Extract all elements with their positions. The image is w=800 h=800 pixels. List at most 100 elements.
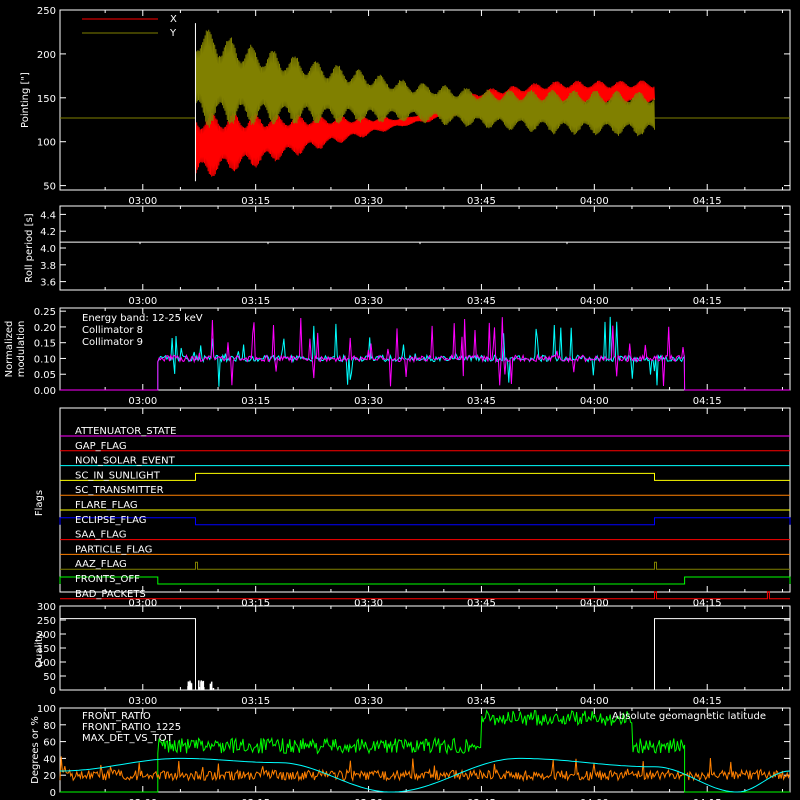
flag-label-sc-in-sunlight: SC_IN_SUNLIGHT (75, 470, 161, 481)
ratio-legend-front-ratio-1225: FRONT_RATIO_1225 (82, 722, 181, 733)
roll-xtick-label: 03:45 (467, 296, 496, 307)
quality-xtick-label: 04:00 (580, 696, 609, 707)
legend-x-label: X (170, 14, 177, 25)
modulation-xtick-label: 04:00 (580, 396, 609, 407)
legend-y-label: Y (169, 28, 177, 39)
ratio-series-max-det-vs-tot (59, 756, 791, 783)
pointing-xtick-label: 04:15 (693, 196, 722, 207)
ratio-ytick-label: 80 (43, 721, 56, 732)
quality-ytick-label: 100 (37, 658, 56, 669)
quality-panel: 03:00 03:15 03:30 03:45 04:00 04:15 0 50 100 150 2… (34, 602, 791, 707)
flag-label-sc-transmitter: SC_TRANSMITTER (75, 485, 164, 496)
roll-ytick-label: 3.6 (40, 278, 56, 289)
roll-period-panel: 03:00 03:15 03:30 03:45 04:00 04:15 3.6 3.8 4.0 4… (24, 205, 791, 307)
modulation-series-magenta (60, 317, 790, 391)
flag-label-non-solar-event: NON_SOLAR_EVENT (75, 456, 176, 467)
pointing-series-y (195, 29, 655, 137)
quality-ytick-label: 0 (50, 686, 56, 697)
roll-xtick-label: 04:15 (693, 296, 722, 307)
flag-label-attenuator-state: ATTENUATOR_STATE (75, 426, 176, 437)
roll-ytick-label: 4.0 (40, 244, 56, 255)
ratio-series-front-ratio-1225 (60, 709, 790, 793)
ratio-legend-front-ratio: FRONT_RATIO (82, 711, 151, 722)
modulation-ytick-label: 0.25 (34, 307, 56, 318)
ratio-legend-geomagnetic: Absolute geomagnetic latitude (612, 711, 766, 722)
flag-line-bad-packets (60, 591, 790, 600)
quality-ytick-label: 250 (37, 616, 56, 627)
pointing-xtick-label: 03:15 (241, 196, 270, 207)
ratio-ytick-label: 0 (50, 788, 56, 799)
ratio-xtick-label: 04:15 (693, 798, 722, 800)
flag-label-aaz-flag: AAZ_FLAG (75, 559, 127, 570)
ratio-ytick-label: 20 (43, 771, 56, 782)
modulation-legend-c8: Collimator 8 (82, 325, 143, 336)
quality-ytick-label: 50 (43, 672, 56, 683)
ratio-xtick-label: 03:15 (241, 798, 270, 800)
flag-line-fronts-off (59, 576, 791, 585)
pointing-ytick-label: 150 (37, 94, 56, 105)
pointing-panel: 03:00 03:15 03:30 03:45 04:00 04:15 50 100 150 20… (20, 6, 791, 207)
pointing-ytick-label: 250 (37, 6, 56, 17)
modulation-ytick-label: 0.05 (34, 370, 56, 381)
modulation-xtick-label: 03:30 (354, 396, 383, 407)
roll-ytick-label: 4.4 (40, 210, 56, 221)
pointing-xtick-label: 04:00 (580, 196, 609, 207)
roll-xtick-label: 03:30 (354, 296, 383, 307)
flags-xtick-label: 03:15 (241, 598, 270, 609)
modulation-ytick-label: 0.20 (34, 323, 56, 334)
flags-xtick-label: 04:15 (693, 598, 722, 609)
flag-line-eclipse-flag (59, 517, 791, 526)
modulation-xtick-label: 03:00 (128, 396, 157, 407)
flags-xtick-label: 03:45 (467, 598, 496, 609)
ratio-xtick-label: 04:00 (580, 798, 609, 800)
pointing-frame (59, 9, 791, 191)
roll-xtick-label: 03:00 (128, 296, 157, 307)
ratio-legend-max-det: MAX_DET_VS_TOT (82, 733, 174, 744)
flag-label-eclipse-flag: ECLIPSE_FLAG (75, 515, 146, 526)
ratio-ytick-label: 40 (43, 754, 56, 765)
modulation-ytick-label: 0.15 (34, 339, 56, 350)
flag-label-bad-packets: BAD_PACKETS (75, 589, 146, 600)
flags-frame (59, 407, 791, 593)
pointing-ylabel: Pointing ["] (20, 72, 31, 128)
pointing-ytick-label: 200 (37, 50, 56, 61)
pointing-ytick-label: 100 (37, 138, 56, 149)
roll-ytick-label: 4.2 (40, 227, 56, 238)
roll-frame (59, 205, 791, 291)
flag-line-aaz-flag (60, 561, 790, 570)
ratio-ylabel: Degrees or % (30, 716, 41, 784)
modulation-ytick-label: 0.00 (34, 386, 56, 397)
flag-label-fronts-off: FRONTS_OFF (75, 574, 140, 585)
modulation-frame (59, 307, 791, 391)
quality-xtick-label: 03:00 (128, 696, 157, 707)
modulation-ylabel-2: modulation (16, 321, 27, 378)
modulation-legend-band: Energy band: 12-25 keV (82, 313, 203, 324)
ratio-panel: 03:00 03:15 03:30 03:45 04:00 04:15 0 20 40 60 80 1… (30, 704, 791, 800)
flags-panel: 03:00 03:15 03:30 03:45 04:00 04:15 Flags ATTEN… (34, 407, 791, 609)
pointing-xtick-label: 03:30 (354, 196, 383, 207)
roll-xtick-label: 03:15 (241, 296, 270, 307)
flags-xtick-label: 03:30 (354, 598, 383, 609)
roll-xtick-label: 04:00 (580, 296, 609, 307)
roll-ylabel: Roll period [s] (24, 213, 35, 282)
pointing-xtick-label: 03:00 (128, 196, 157, 207)
quality-xtick-label: 03:30 (354, 696, 383, 707)
flag-label-saa-flag: SAA_FLAG (75, 530, 126, 541)
roll-ytick-label: 3.8 (40, 261, 56, 272)
modulation-panel: 03:00 03:15 03:30 03:45 04:00 04:15 0.00 0.05 0.… (4, 307, 791, 407)
ratio-frame (59, 707, 791, 793)
ratio-series-geomagnetic-latitude (60, 757, 791, 793)
quality-ytick-label: 200 (37, 630, 56, 641)
flags-ylabel: Flags (34, 490, 45, 516)
flag-label-flare-flag: FLARE_FLAG (75, 500, 138, 511)
modulation-legend-c9: Collimator 9 (82, 337, 143, 348)
ratio-xtick-label: 03:00 (128, 798, 157, 800)
quality-series (60, 618, 790, 691)
quality-ytick-label: 150 (37, 644, 56, 655)
flags-xtick-label: 03:00 (128, 598, 157, 609)
modulation-xtick-label: 03:45 (467, 396, 496, 407)
flags-xtick-label: 04:00 (580, 598, 609, 609)
quality-xtick-label: 03:45 (467, 696, 496, 707)
modulation-xtick-label: 03:15 (241, 396, 270, 407)
